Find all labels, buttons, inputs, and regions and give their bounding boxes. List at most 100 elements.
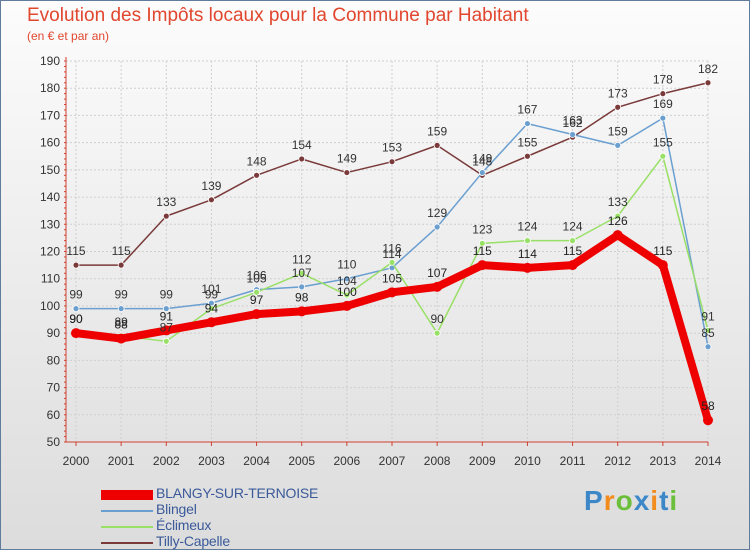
- legend-item-blingel: Blingel: [101, 501, 381, 519]
- x-tick-label: 2003: [198, 454, 225, 468]
- legend-swatch: [101, 510, 153, 512]
- data-label-blangy-sur-ternoise: 97: [250, 293, 264, 307]
- y-tick-label: 80: [47, 353, 61, 367]
- y-tick-label: 110: [41, 272, 60, 286]
- y-tick-label: 180: [40, 81, 60, 95]
- data-label-blingel: 129: [427, 206, 447, 220]
- data-point-blangy-sur-ternoise: [657, 260, 668, 271]
- data-label-tilly-capelle: 115: [112, 244, 131, 258]
- data-point-blangy-sur-ternoise: [116, 333, 127, 344]
- gridlines: [66, 60, 709, 443]
- data-label-blingel: 167: [517, 103, 537, 117]
- x-tick-label: 2000: [63, 454, 90, 468]
- data-point-blangy-sur-ternoise: [251, 309, 262, 320]
- data-point-blingel: [433, 223, 441, 231]
- data-point-blingel: [614, 141, 622, 149]
- data-point-blingel: [72, 305, 80, 313]
- legend: BLANGY-SUR-TERNOISE Blingel Éclimeux Tilly-…: [101, 485, 381, 549]
- data-point-blangy-sur-ternoise: [71, 328, 81, 339]
- data-label-tilly-capelle: 159: [427, 124, 447, 138]
- data-point-tilly-capelle: [433, 141, 441, 149]
- y-tick-label: 100: [40, 299, 60, 313]
- data-label-blingel: 106: [247, 269, 267, 283]
- data-label-tilly-capelle: 162: [563, 116, 583, 130]
- data-label-blingel: 114: [382, 247, 401, 261]
- data-point-tilly-capelle: [72, 261, 80, 269]
- data-labels: 115 115 133 139 148 154 149 153 159 148 155 162 173 1…: [66, 62, 718, 413]
- legend-label: Éclimeux: [156, 517, 212, 533]
- data-label--climeux: 99: [205, 288, 219, 302]
- data-point--climeux: [614, 212, 622, 220]
- data-point--climeux: [298, 269, 306, 277]
- data-label-blangy-sur-ternoise: 98: [295, 290, 309, 304]
- data-label-blingel: 99: [160, 288, 174, 302]
- data-label-blingel: 159: [608, 124, 628, 138]
- y-tick-label: 70: [47, 381, 61, 395]
- data-point-blingel: [704, 343, 712, 351]
- y-tick-label: 140: [40, 190, 60, 204]
- data-point--climeux: [524, 237, 531, 245]
- legend-label: Tilly-Capelle: [156, 533, 230, 549]
- data-point-blingel: [478, 169, 486, 176]
- legend-swatch: [101, 490, 153, 500]
- data-point-tilly-capelle: [614, 103, 622, 111]
- data-label-tilly-capelle: 139: [201, 179, 221, 193]
- data-label-blingel: 101: [201, 282, 221, 296]
- x-tick-label: 2004: [243, 454, 270, 468]
- data-label-tilly-capelle: 148: [247, 154, 267, 168]
- data-point-tilly-capelle: [117, 261, 125, 269]
- data-point--climeux: [253, 288, 260, 296]
- data-label-blangy-sur-ternoise: 100: [337, 285, 357, 299]
- chart-title: Evolution des Impôts locaux pour la Comm…: [27, 5, 529, 26]
- y-tick-label: 190: [40, 54, 60, 68]
- data-point--climeux: [208, 305, 215, 313]
- data-point-tilly-capelle: [162, 212, 170, 220]
- data-label--climeux: 112: [292, 252, 311, 266]
- y-tick-label: 170: [40, 108, 60, 122]
- x-tick-label: 2002: [153, 454, 180, 468]
- data-point-blingel: [162, 305, 170, 313]
- x-tick-label: 2011: [560, 454, 586, 468]
- data-label-tilly-capelle: 153: [382, 141, 402, 155]
- x-tick-label: 2006: [334, 454, 361, 468]
- axes: 50 60 70 80 90 100 110 120 130 140 150 160 170 180 190…: [40, 54, 722, 468]
- data-point--climeux: [162, 337, 170, 345]
- data-label-tilly-capelle: 149: [337, 152, 357, 166]
- data-label-tilly-capelle: 178: [653, 73, 673, 87]
- y-tick-label: 50: [47, 435, 61, 449]
- data-label-tilly-capelle: 133: [156, 195, 176, 209]
- data-point-blangy-sur-ternoise: [522, 262, 533, 273]
- data-label-blingel: 85: [701, 326, 715, 340]
- data-label--climeux: 124: [517, 220, 537, 234]
- data-point-blangy-sur-ternoise: [161, 325, 172, 336]
- data-label-blangy-sur-ternoise: 114: [518, 247, 537, 261]
- data-point--climeux: [478, 239, 486, 247]
- data-label-tilly-capelle: 154: [292, 138, 312, 152]
- x-tick-label: 2001: [108, 454, 135, 468]
- logo-letter: t: [659, 485, 670, 516]
- data-label-blingel: 169: [653, 97, 673, 111]
- data-point-tilly-capelle: [659, 90, 667, 98]
- data-point-blangy-sur-ternoise: [477, 260, 488, 271]
- data-point-tilly-capelle: [208, 196, 215, 204]
- data-label-tilly-capelle: 148: [472, 154, 492, 168]
- data-label--climeux: 90: [69, 312, 83, 326]
- data-label--climeux: 91: [701, 309, 715, 323]
- legend-swatch: [101, 542, 153, 544]
- data-point-blingel: [569, 131, 576, 138]
- data-point-blangy-sur-ternoise: [206, 317, 217, 328]
- data-point--climeux: [388, 258, 396, 266]
- logo-letter: r: [603, 485, 616, 516]
- data-label--climeux: 90: [430, 312, 444, 326]
- data-point--climeux: [433, 329, 441, 337]
- x-tick-label: 2007: [379, 454, 406, 468]
- x-tick-label: 2005: [288, 454, 315, 468]
- logo-letter: o: [615, 485, 634, 516]
- x-tick-label: 2010: [514, 454, 541, 468]
- data-label--climeux: 89: [114, 315, 128, 329]
- data-label-tilly-capelle: 173: [608, 86, 628, 100]
- data-point-tilly-capelle: [704, 79, 712, 87]
- data-point-blangy-sur-ternoise: [341, 300, 352, 311]
